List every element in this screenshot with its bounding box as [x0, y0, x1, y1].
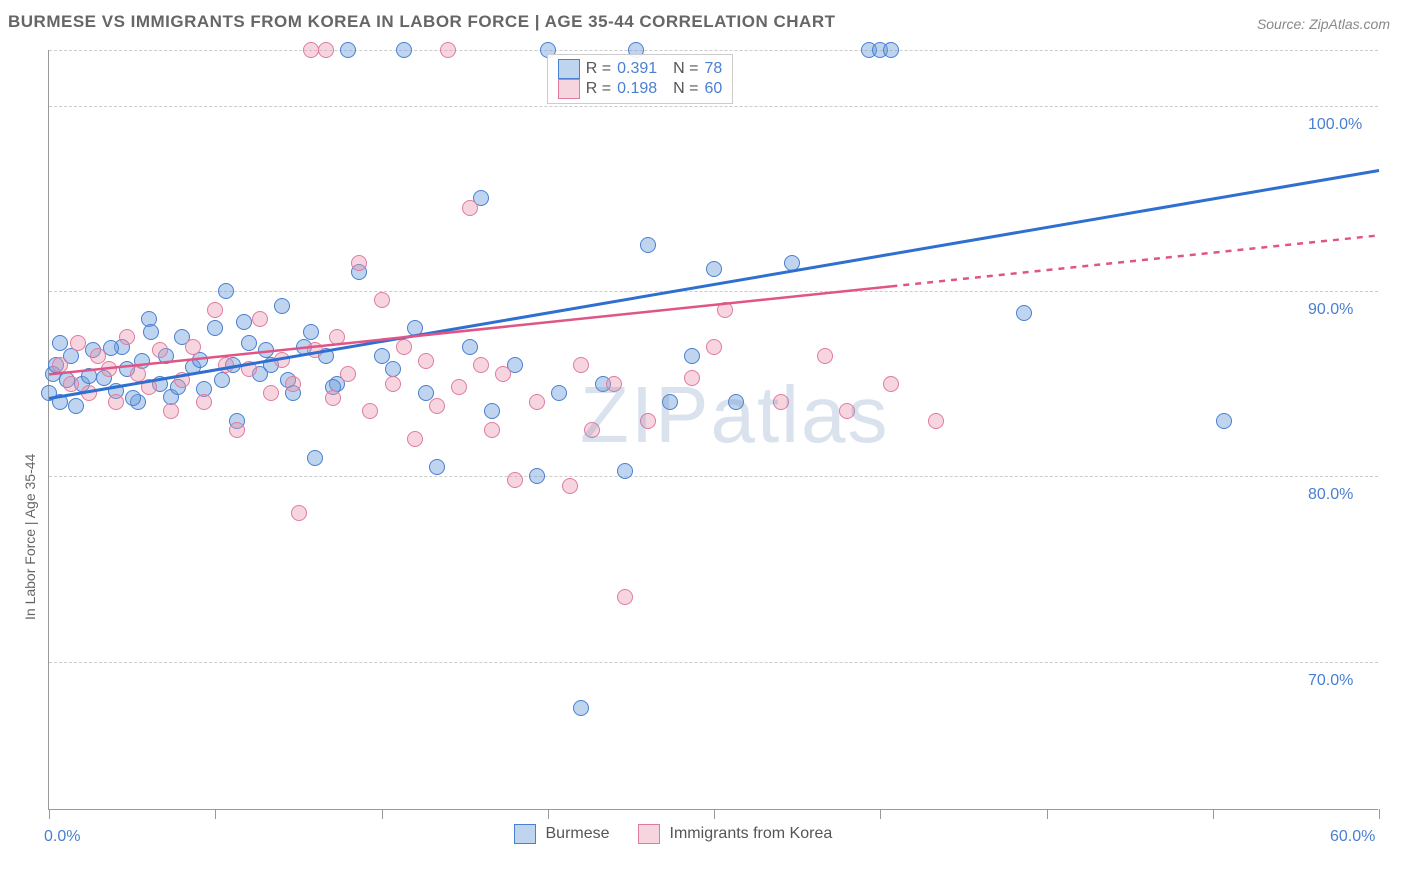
x-tick-label: 60.0%: [1330, 828, 1375, 846]
y-tick-label: 70.0%: [1308, 672, 1353, 690]
chart-title: BURMESE VS IMMIGRANTS FROM KOREA IN LABO…: [8, 12, 836, 32]
legend-r-value: 0.198: [617, 80, 657, 98]
legend-n-value: 60: [704, 80, 722, 98]
legend-n-value: 78: [704, 60, 722, 78]
legend-n-label: N =: [673, 80, 698, 98]
legend-swatch: [638, 824, 660, 844]
series-legend: Burmese Immigrants from Korea: [514, 824, 851, 844]
legend-swatch: [558, 79, 580, 99]
legend-n-label: N =: [673, 60, 698, 78]
x-tick: [49, 809, 50, 819]
trend-line: [49, 286, 891, 374]
x-tick: [548, 809, 549, 819]
legend-series-label: Burmese: [546, 825, 610, 843]
trend-line: [49, 170, 1379, 398]
x-tick: [714, 809, 715, 819]
legend-swatch: [558, 59, 580, 79]
legend-series-label: Immigrants from Korea: [670, 825, 833, 843]
y-tick-label: 80.0%: [1308, 486, 1353, 504]
x-tick: [382, 809, 383, 819]
y-axis-label: In Labor Force | Age 35-44: [22, 454, 38, 620]
x-tick: [1213, 809, 1214, 819]
legend-r-label: R =: [586, 80, 611, 98]
legend-row: R = 0.391 N = 78: [558, 59, 723, 79]
trend-lines: [49, 50, 1379, 810]
chart-plot-area: [48, 50, 1378, 810]
x-tick: [1047, 809, 1048, 819]
y-tick-label: 90.0%: [1308, 301, 1353, 319]
x-tick-label: 0.0%: [44, 828, 80, 846]
legend-row: R = 0.198 N = 60: [558, 79, 723, 99]
legend-swatch: [514, 824, 536, 844]
legend-r-value: 0.391: [617, 60, 657, 78]
y-tick-label: 100.0%: [1308, 116, 1362, 134]
source-label: Source: ZipAtlas.com: [1257, 16, 1390, 32]
legend-r-label: R =: [586, 60, 611, 78]
x-tick: [880, 809, 881, 819]
x-tick: [1379, 809, 1380, 819]
correlation-legend: R = 0.391 N = 78 R = 0.198 N = 60: [547, 54, 734, 104]
x-tick: [215, 809, 216, 819]
